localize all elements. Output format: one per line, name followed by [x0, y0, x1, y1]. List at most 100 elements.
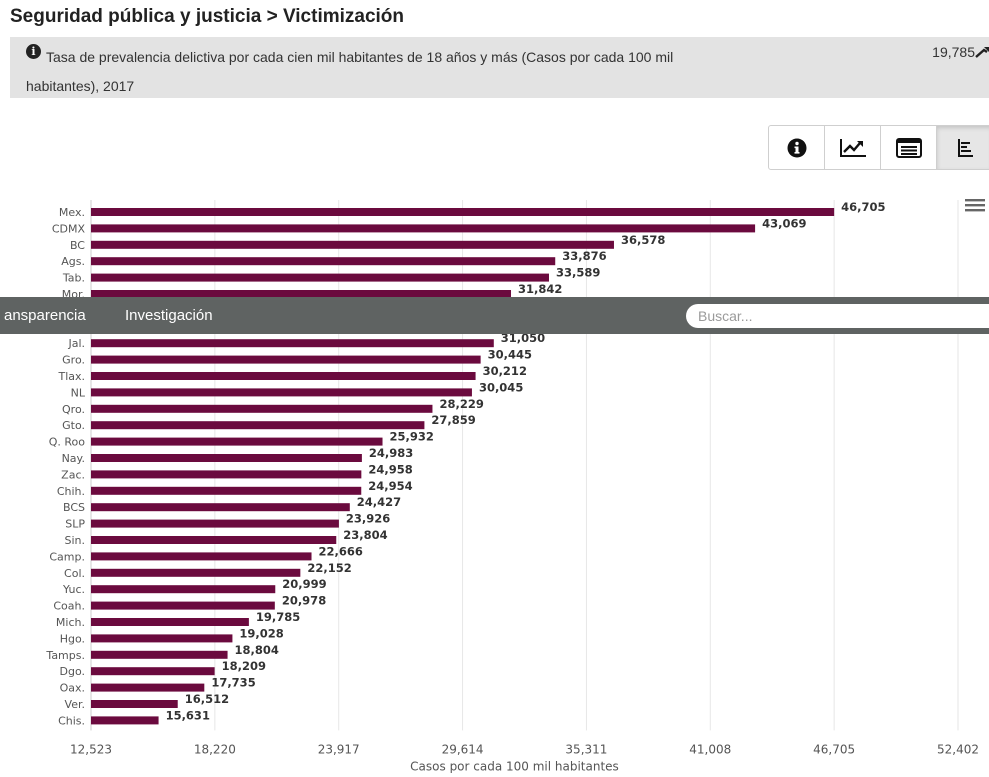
data-label: 36,578 — [621, 233, 665, 247]
view-toggle-group — [768, 125, 989, 170]
bar — [91, 257, 556, 266]
category-label: Gto. — [62, 419, 85, 432]
category-label: SLP — [65, 518, 85, 531]
bar — [91, 601, 275, 610]
indicator-description: Tasa de prevalencia delictiva por cada c… — [26, 49, 674, 94]
data-label: 27,859 — [431, 413, 475, 427]
indicator-bar: i Tasa de prevalencia delictiva por cada… — [10, 37, 989, 98]
bar — [91, 470, 362, 479]
line-chart-icon — [839, 138, 866, 157]
bar — [91, 240, 614, 249]
table-view-button[interactable] — [881, 126, 937, 169]
nav-item-investigacion[interactable]: Investigación — [125, 307, 213, 324]
bar — [91, 454, 362, 462]
data-label: 30,445 — [488, 348, 532, 362]
data-label: 30,045 — [479, 380, 523, 394]
x-axis-title: Casos por cada 100 mil habitantes — [410, 759, 619, 773]
category-label: Nay. — [62, 452, 85, 465]
bar — [91, 437, 383, 446]
x-tick-label: 46,705 — [813, 742, 855, 756]
line-chart-view-button[interactable] — [825, 126, 881, 169]
category-label: Sin. — [64, 534, 85, 547]
bar — [91, 650, 228, 659]
data-label: 22,666 — [319, 544, 363, 558]
data-label: 33,589 — [556, 266, 600, 280]
bar — [91, 486, 362, 495]
data-label: 18,804 — [235, 643, 279, 657]
info-view-button[interactable] — [769, 126, 825, 169]
category-label: Qro. — [62, 403, 85, 416]
data-label: 31,050 — [501, 331, 545, 345]
bar — [91, 503, 350, 512]
bar — [91, 618, 249, 626]
bar — [91, 290, 512, 298]
bar — [91, 388, 472, 397]
bar-chart-icon — [957, 138, 973, 157]
data-label: 20,999 — [282, 577, 326, 591]
chart-menu-icon[interactable] — [964, 197, 986, 213]
category-label: Oax. — [60, 682, 85, 695]
bar — [91, 634, 233, 643]
data-label: 16,512 — [185, 692, 229, 706]
category-label: Gro. — [62, 354, 85, 367]
table-icon — [895, 137, 922, 158]
category-label: Tlax. — [57, 370, 85, 383]
bar — [91, 683, 205, 692]
category-label: Tab. — [62, 272, 85, 285]
bar-chart-view-button[interactable] — [937, 126, 989, 169]
bar — [91, 700, 178, 708]
data-label: 19,028 — [239, 626, 283, 640]
bar — [91, 355, 481, 364]
data-label: 15,631 — [166, 708, 210, 722]
category-label: Ver. — [65, 698, 85, 711]
category-label: Yuc. — [62, 583, 85, 596]
x-tick-label: 35,311 — [565, 742, 607, 756]
data-label: 19,785 — [256, 610, 300, 624]
data-label: 22,152 — [307, 561, 351, 575]
category-label: Camp. — [49, 550, 85, 563]
data-label: 33,876 — [562, 249, 606, 263]
info-icon — [787, 138, 806, 157]
category-label: Ags. — [61, 255, 85, 268]
data-label: 23,804 — [343, 528, 387, 542]
category-label: Zac. — [61, 468, 85, 481]
x-tick-label: 18,220 — [194, 742, 236, 756]
nav-item-transparencia[interactable]: ansparencia — [4, 307, 86, 324]
x-tick-label: 41,008 — [689, 742, 731, 756]
bar — [91, 224, 756, 233]
indicator-value-text: 19,785 — [932, 44, 975, 60]
category-label: Tamps. — [45, 649, 85, 662]
x-tick-label: 12,523 — [70, 742, 112, 756]
data-label: 18,209 — [222, 659, 266, 673]
x-tick-label: 29,614 — [442, 742, 484, 756]
bar — [91, 208, 835, 216]
category-label: Chis. — [58, 714, 85, 727]
x-tick-label: 52,402 — [937, 742, 979, 756]
bar — [91, 421, 425, 430]
category-label: Q. Roo — [49, 436, 86, 449]
data-label: 17,735 — [211, 676, 255, 690]
category-label: Chih. — [57, 485, 85, 498]
data-label: 20,978 — [282, 594, 326, 608]
bar — [91, 404, 433, 413]
bar-chart: 12,523 18,220 23,917 29,614 35,311 41,008 46,7… — [45, 200, 979, 773]
x-tick-label: 23,917 — [318, 742, 360, 756]
bar — [91, 552, 312, 561]
trend-up-icon — [975, 47, 989, 58]
bar — [91, 585, 276, 594]
category-label: Mex. — [59, 206, 85, 219]
category-label: Dgo. — [60, 665, 86, 678]
category-label: BCS — [63, 501, 85, 514]
category-label: Coah. — [53, 600, 85, 613]
data-label: 30,212 — [483, 364, 527, 378]
data-label: 31,842 — [518, 282, 562, 296]
category-label: CDMX — [52, 222, 86, 235]
category-label: Mich. — [56, 616, 85, 629]
category-label: BC — [70, 239, 85, 252]
bar — [91, 568, 301, 577]
bar — [91, 339, 494, 348]
category-label: Hgo. — [60, 632, 85, 645]
category-label: NL — [71, 386, 86, 399]
search-input[interactable] — [686, 304, 989, 328]
info-icon[interactable]: i — [26, 44, 41, 59]
